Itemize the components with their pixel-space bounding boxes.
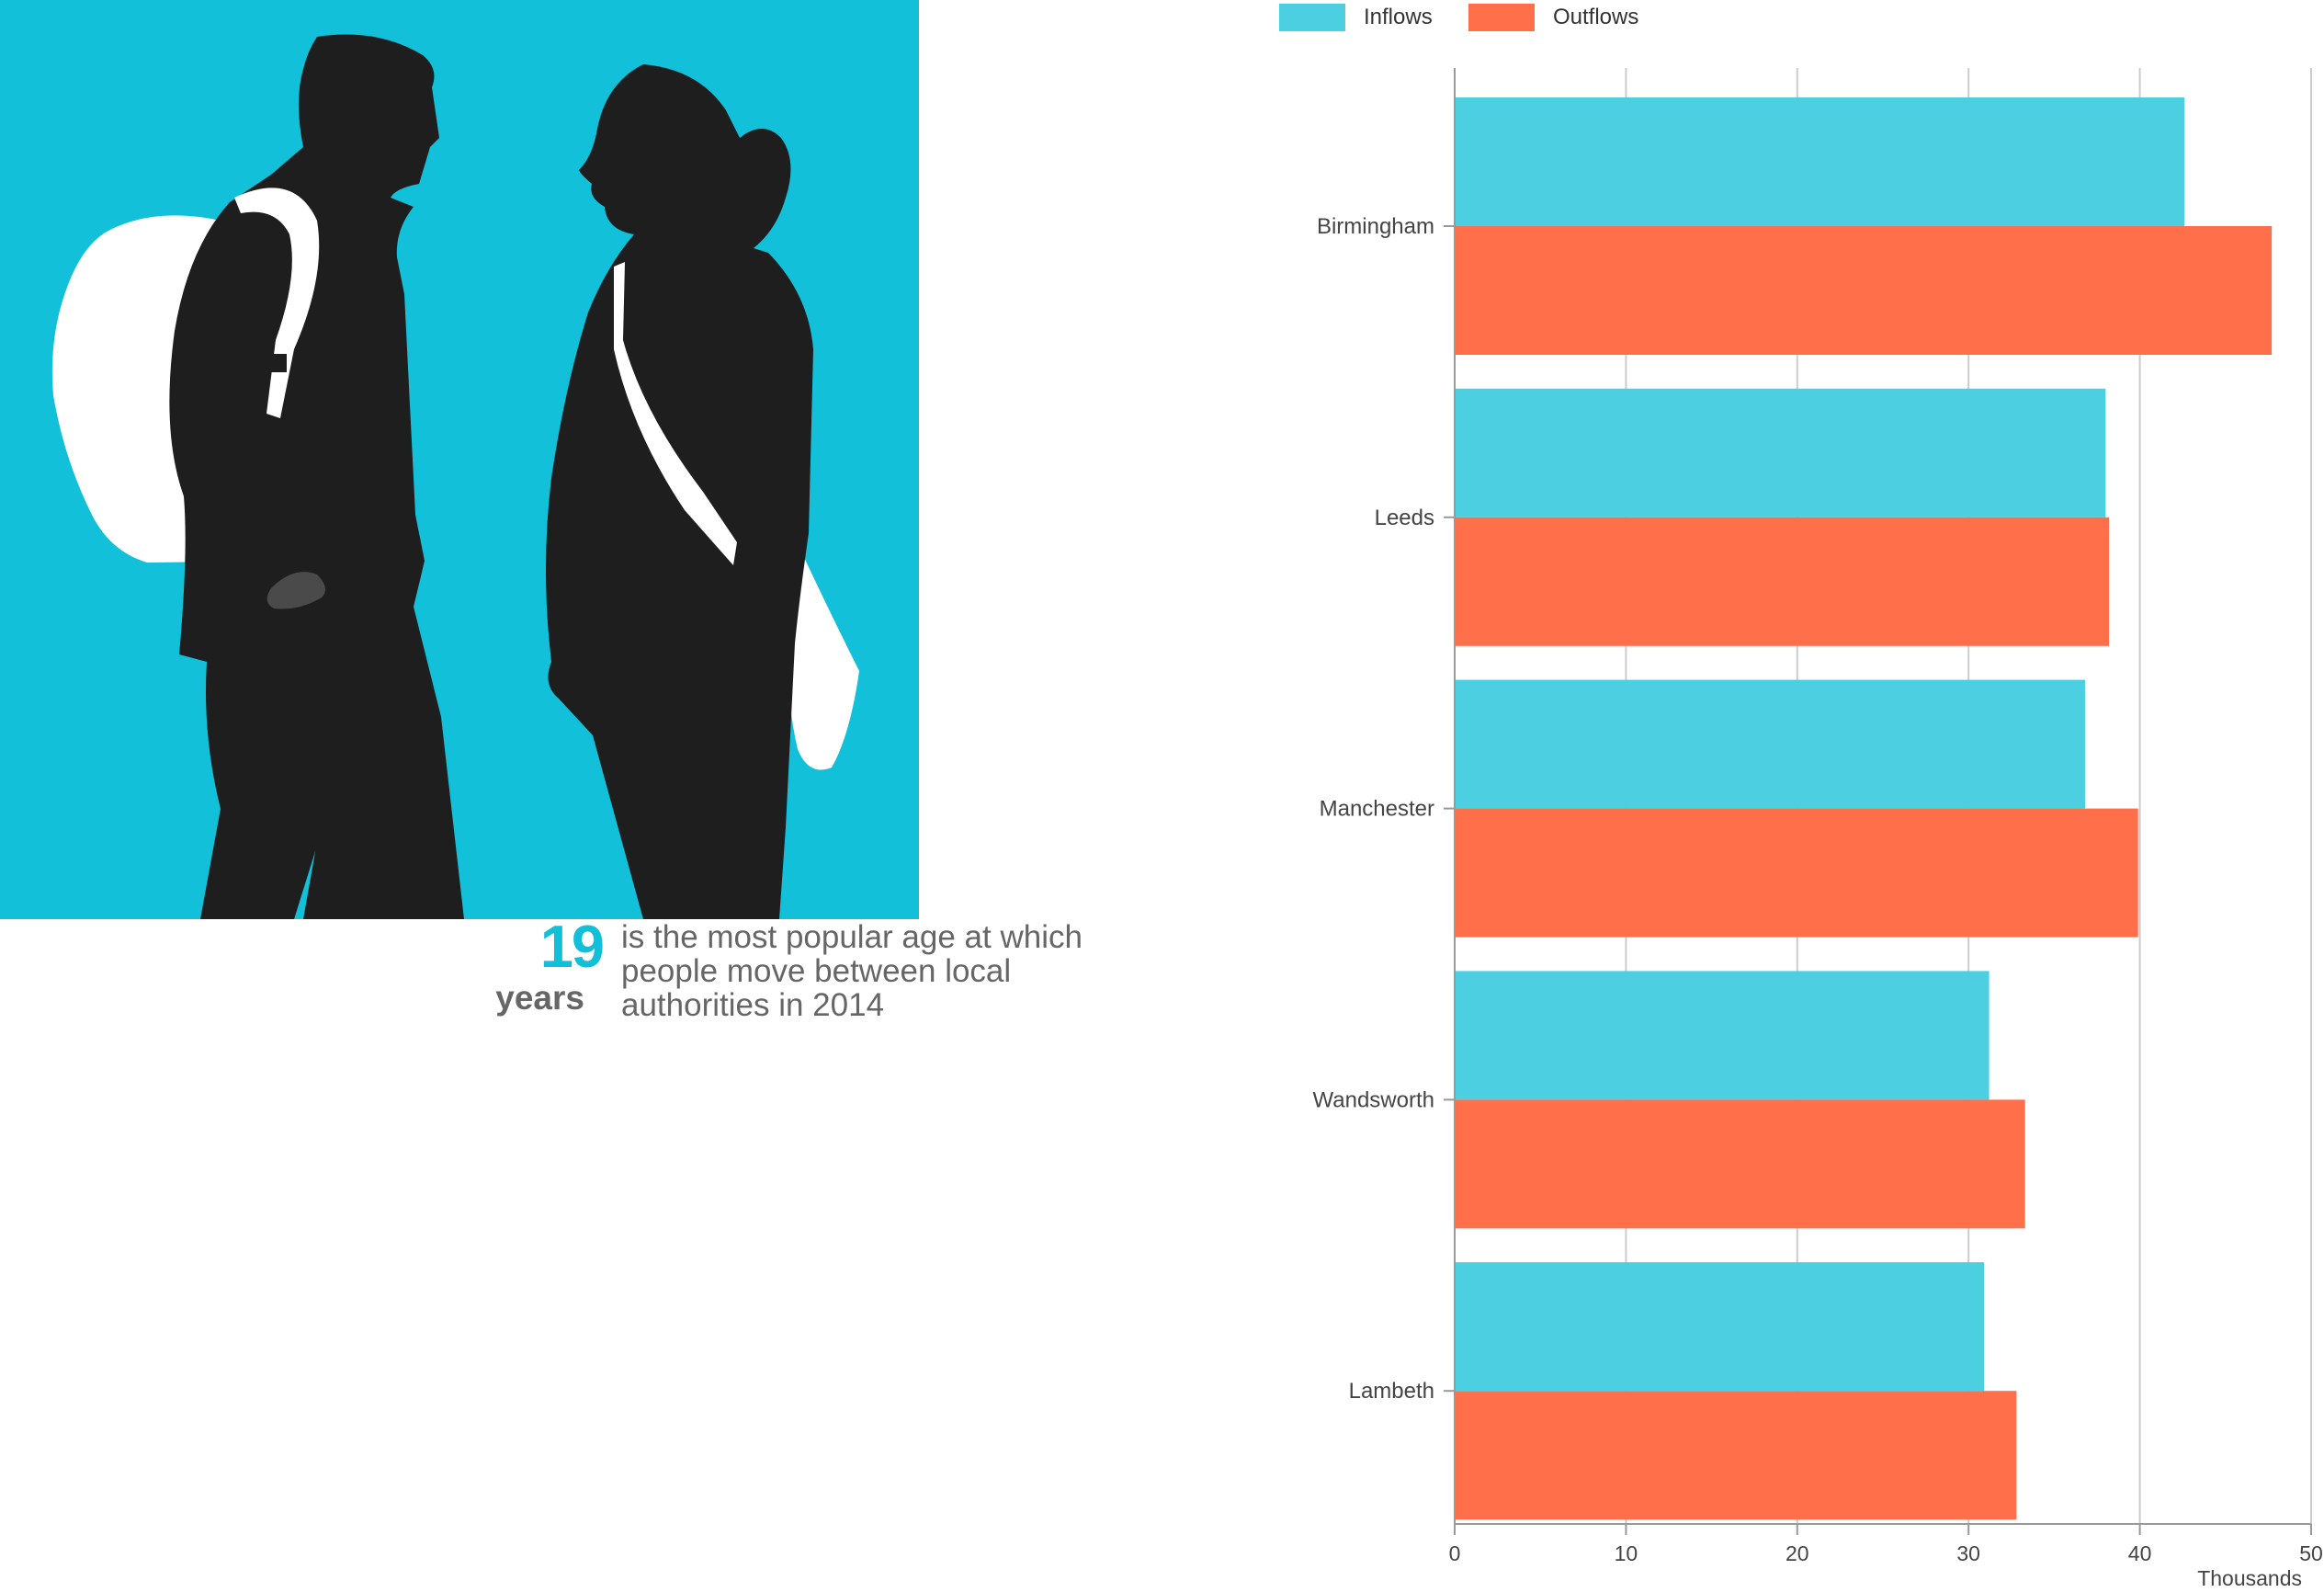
- fact-unit: years: [495, 979, 584, 1017]
- x-tick-label-20: 20: [1786, 1541, 1809, 1565]
- bar-outflows-wandsworth[interactable]: [1455, 1099, 2025, 1229]
- x-tick-label-10: 10: [1615, 1541, 1638, 1565]
- category-label-leeds: Leeds: [1375, 506, 1434, 530]
- category-label-manchester: Manchester: [1320, 797, 1434, 822]
- fact-number: 19: [539, 913, 605, 980]
- category-label-lambeth: Lambeth: [1349, 1379, 1434, 1404]
- category-label-wandsworth: Wandsworth: [1313, 1087, 1435, 1112]
- fact-text: is the most popular age at which people …: [621, 919, 1083, 1023]
- bar-inflows-wandsworth[interactable]: [1455, 971, 1990, 1100]
- bar-outflows-leeds[interactable]: [1455, 517, 2110, 646]
- bar-outflows-lambeth[interactable]: [1455, 1391, 2017, 1520]
- bar-inflows-lambeth[interactable]: [1455, 1262, 1984, 1392]
- man-strap-icon: [234, 188, 320, 418]
- legend-label-inflows: Inflows: [1364, 5, 1433, 29]
- silhouettes-illustration: [0, 0, 919, 919]
- fact-callout: 19 years is the most popular age at whic…: [487, 915, 1130, 1034]
- bar-outflows-manchester[interactable]: [1455, 808, 2138, 938]
- bar-outflows-birmingham[interactable]: [1455, 226, 2273, 355]
- x-axis-title: Thousands: [2197, 1566, 2302, 1590]
- man-silhouette-icon: [169, 34, 464, 919]
- legend-label-outflows: Outflows: [1553, 5, 1639, 29]
- bar-inflows-birmingham[interactable]: [1455, 97, 2185, 226]
- woman-strap-icon: [614, 262, 737, 565]
- woman-bag-icon: [788, 552, 859, 770]
- category-label-birmingham: Birmingham: [1317, 214, 1434, 239]
- legend-swatch-inflows: [1279, 4, 1345, 31]
- bar-inflows-leeds[interactable]: [1455, 388, 2106, 517]
- x-tick-label-30: 30: [1956, 1541, 1980, 1565]
- x-tick-label-50: 50: [2299, 1541, 2323, 1565]
- bar-inflows-manchester[interactable]: [1455, 679, 2085, 809]
- bar-chart: Birmingham Leeds Manchester Wandsworth Lambe…: [1195, 37, 2324, 1592]
- man-hand-icon: [266, 572, 325, 609]
- bar-chart-svg: Birmingham Leeds Manchester Wandsworth Lambe…: [1313, 68, 2323, 1590]
- x-tick-label-0: 0: [1449, 1541, 1461, 1565]
- x-tick-label-40: 40: [2128, 1541, 2152, 1565]
- legend-swatch-outflows: [1468, 4, 1535, 31]
